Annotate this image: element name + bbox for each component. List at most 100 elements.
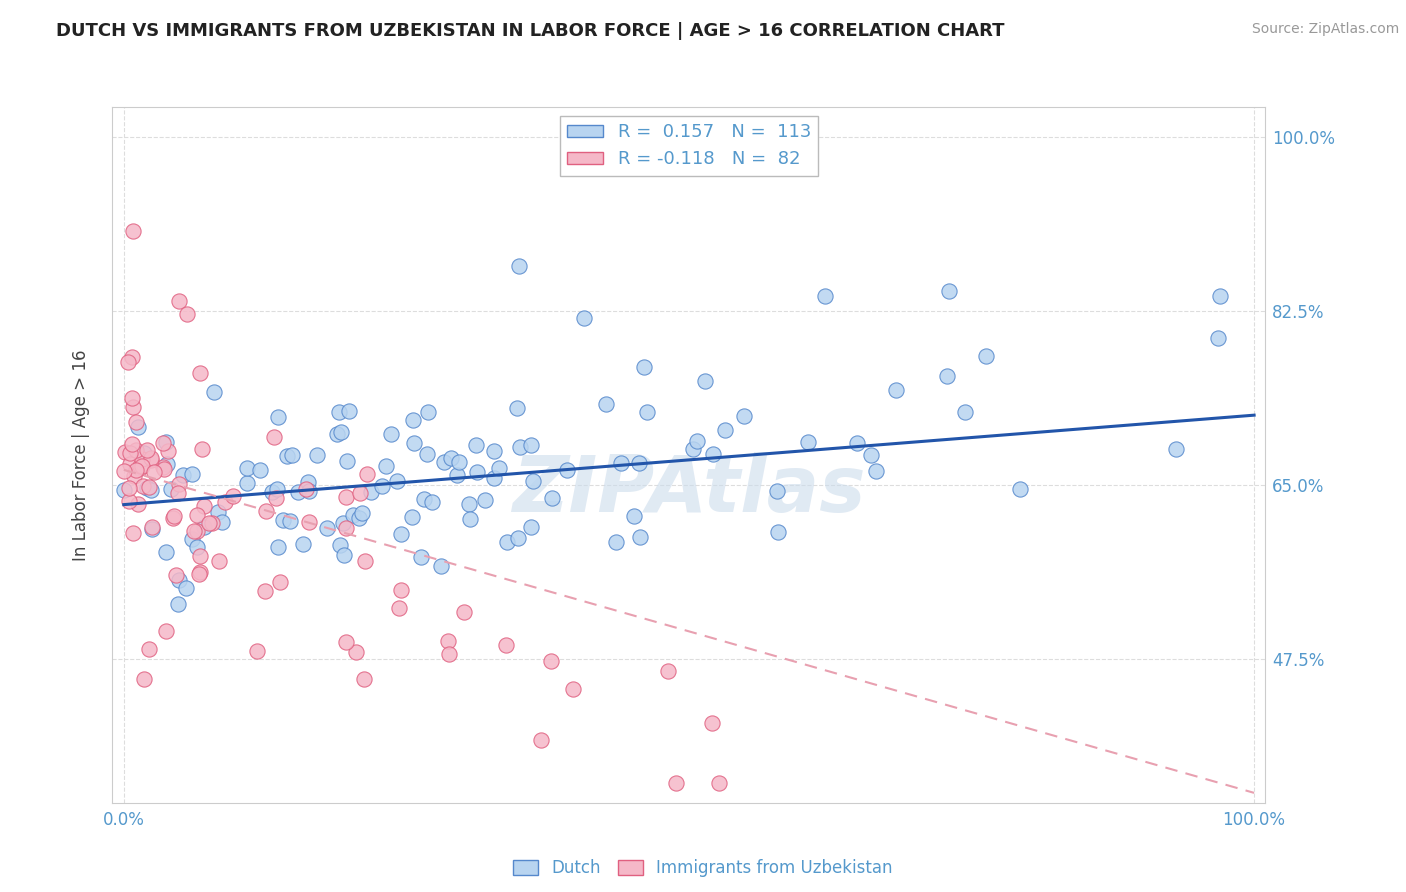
Point xyxy=(529,733,551,747)
Point xyxy=(271,513,294,527)
Point xyxy=(122,401,145,415)
Point xyxy=(766,524,789,539)
Point xyxy=(208,554,231,568)
Point xyxy=(333,549,356,563)
Point xyxy=(495,535,517,549)
Point xyxy=(389,583,412,598)
Point xyxy=(665,776,688,790)
Point xyxy=(134,672,156,686)
Point xyxy=(465,465,488,479)
Point xyxy=(139,452,162,467)
Point xyxy=(138,641,160,656)
Point xyxy=(174,581,197,595)
Point xyxy=(129,459,152,474)
Point xyxy=(127,497,149,511)
Point xyxy=(709,776,731,790)
Point xyxy=(276,450,298,464)
Point xyxy=(269,575,291,590)
Point xyxy=(122,468,145,483)
Point xyxy=(387,474,409,488)
Point xyxy=(344,645,367,659)
Point xyxy=(236,475,259,490)
Point xyxy=(141,522,163,536)
Point xyxy=(193,519,215,533)
Text: Source: ZipAtlas.com: Source: ZipAtlas.com xyxy=(1251,22,1399,37)
Point xyxy=(884,384,907,398)
Point xyxy=(202,385,225,400)
Point xyxy=(541,491,564,506)
Point xyxy=(125,415,148,429)
Point xyxy=(117,493,139,508)
Point xyxy=(329,538,352,552)
Point xyxy=(329,425,352,440)
Point xyxy=(636,404,658,418)
Point xyxy=(465,438,488,452)
Point xyxy=(211,515,233,529)
Point xyxy=(176,307,198,321)
Point xyxy=(1206,331,1229,345)
Point xyxy=(416,404,439,418)
Point xyxy=(167,294,190,309)
Point xyxy=(347,510,370,524)
Point xyxy=(488,460,510,475)
Point xyxy=(354,554,377,568)
Point xyxy=(713,423,735,437)
Point xyxy=(167,486,190,500)
Point xyxy=(627,456,650,470)
Point xyxy=(281,448,304,462)
Point xyxy=(482,443,505,458)
Point xyxy=(121,525,143,540)
Point xyxy=(375,458,398,473)
Point xyxy=(633,360,655,375)
Point xyxy=(350,506,373,520)
Point xyxy=(201,516,224,531)
Point xyxy=(127,420,149,434)
Point xyxy=(326,426,349,441)
Point xyxy=(356,467,378,482)
Point xyxy=(114,445,136,459)
Point xyxy=(264,491,287,506)
Point xyxy=(702,447,724,461)
Point xyxy=(297,475,319,489)
Point xyxy=(401,510,423,524)
Point xyxy=(388,600,411,615)
Point xyxy=(342,508,364,522)
Point xyxy=(765,483,787,498)
Point xyxy=(540,654,562,668)
Point xyxy=(508,259,530,273)
Point xyxy=(335,490,357,504)
Point xyxy=(433,455,456,469)
Point xyxy=(572,310,595,325)
Point xyxy=(440,450,463,465)
Point xyxy=(846,435,869,450)
Point xyxy=(121,391,143,405)
Point xyxy=(437,634,460,648)
Point xyxy=(236,460,259,475)
Point xyxy=(860,448,883,462)
Point xyxy=(117,481,139,495)
Point xyxy=(249,463,271,477)
Point xyxy=(446,467,468,482)
Point xyxy=(506,401,529,415)
Point xyxy=(207,505,229,519)
Point xyxy=(482,470,505,484)
Point xyxy=(172,468,194,483)
Point xyxy=(188,366,211,380)
Text: ZIPAtlas: ZIPAtlas xyxy=(512,451,866,528)
Point xyxy=(797,435,820,450)
Point xyxy=(112,465,135,479)
Point xyxy=(335,454,357,468)
Point xyxy=(522,475,544,489)
Point xyxy=(315,520,337,534)
Point xyxy=(266,482,288,496)
Point xyxy=(188,565,211,579)
Point xyxy=(495,638,517,652)
Point xyxy=(152,435,174,450)
Point xyxy=(686,434,709,448)
Point xyxy=(188,549,211,563)
Point xyxy=(605,534,627,549)
Point xyxy=(254,504,277,518)
Point xyxy=(447,454,470,468)
Point xyxy=(155,545,177,559)
Point xyxy=(118,446,141,460)
